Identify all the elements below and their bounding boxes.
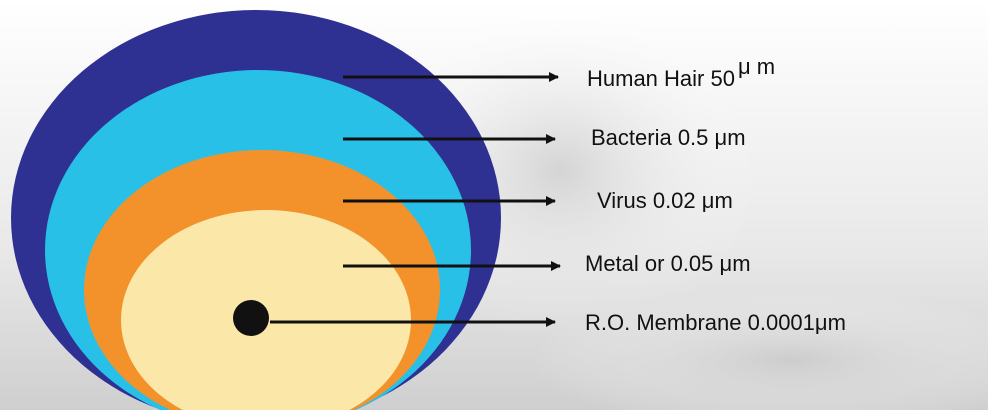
label: Bacteria 0.5 μm [591,125,746,150]
background-cloud [530,290,988,410]
membrane-dot [233,300,269,336]
label: Metal or 0.05 μm [585,251,751,276]
label: Virus 0.02 μm [597,188,733,213]
label: R.O. Membrane 0.0001μm [585,310,846,335]
label: Human Hair 50 [587,66,735,91]
label-unit: μ m [738,54,775,79]
